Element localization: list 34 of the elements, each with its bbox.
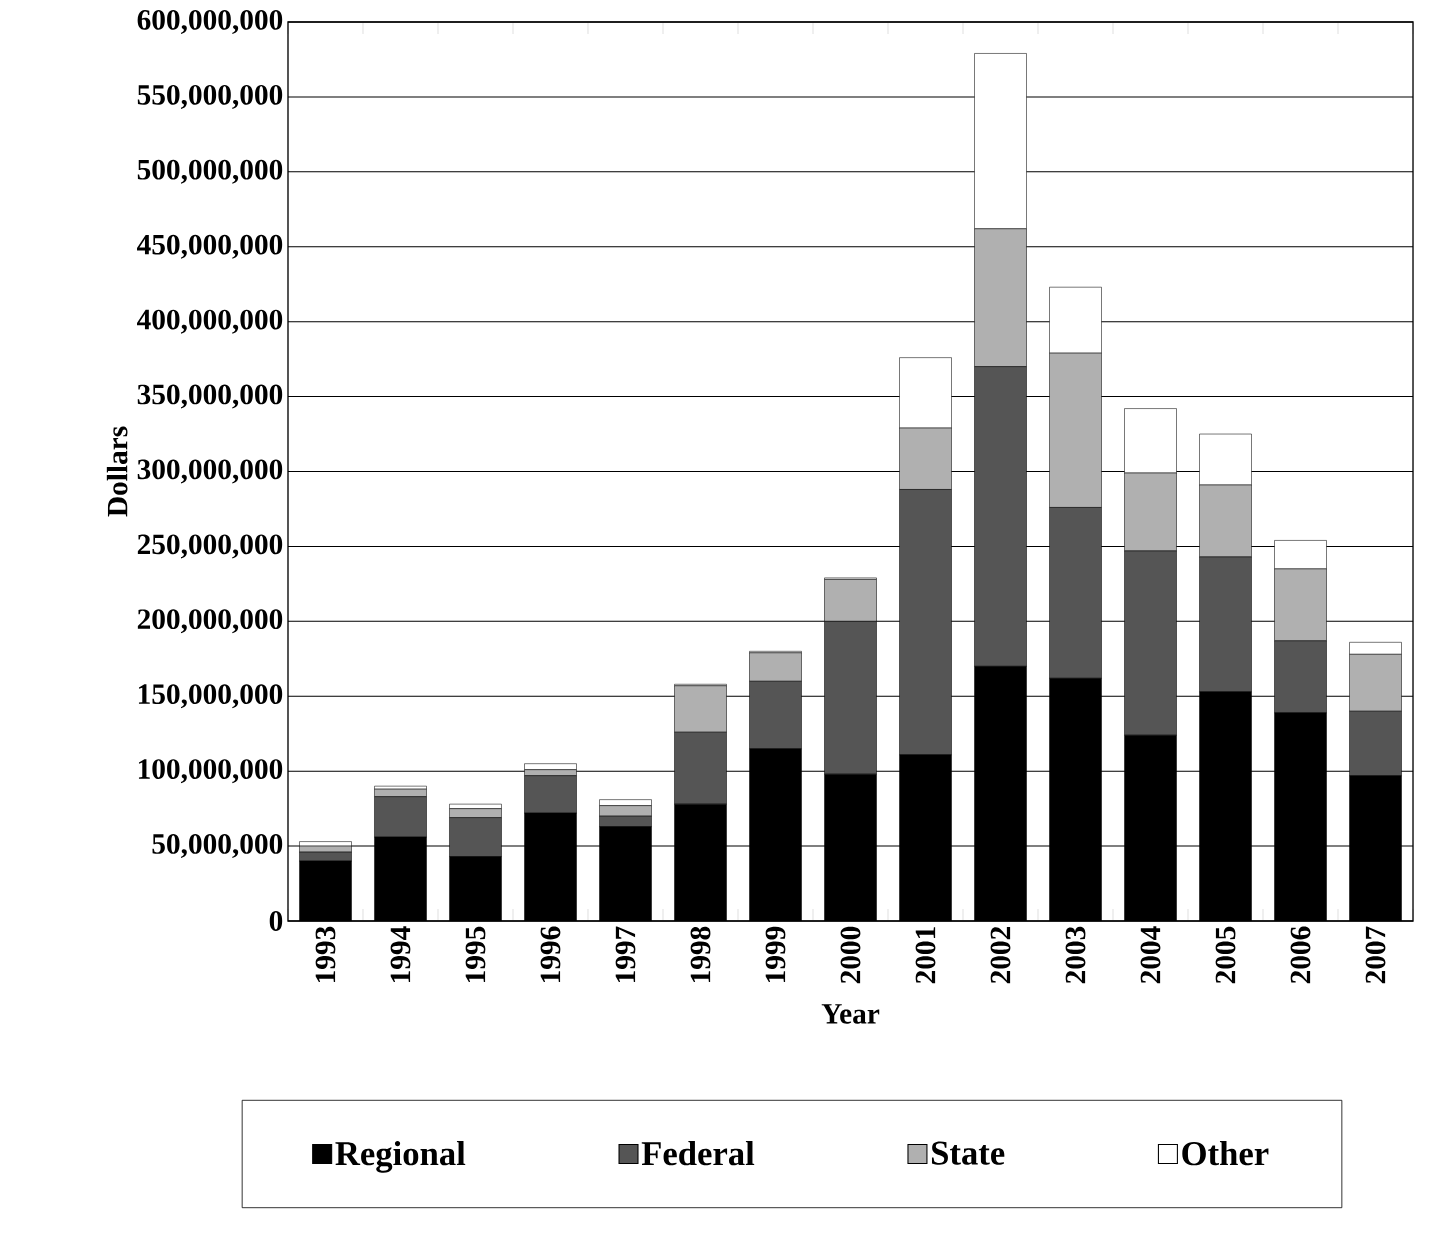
x-tick-label: 2006 (1290, 926, 1311, 984)
x-tick-label: 1995 (465, 926, 486, 983)
x-axis-title: Year (821, 1004, 880, 1024)
legend-label: Other (1182, 1140, 1269, 1166)
y-tick-label: 600,000,000 (137, 9, 283, 35)
x-tick-label: 2000 (840, 926, 861, 984)
y-tick-label: 200,000,000 (137, 609, 283, 634)
x-tick-label: 2002 (990, 926, 1011, 984)
y-tick-label: 400,000,000 (137, 309, 283, 334)
legend-label: State (931, 1141, 1005, 1165)
x-tick-label: 2005 (1215, 926, 1236, 984)
y-tick-label: 300,000,000 (137, 459, 283, 484)
x-tick-label: 1998 (690, 926, 711, 983)
y-tick-label: 500,000,000 (137, 159, 283, 184)
y-tick-label: 350,000,000 (137, 384, 283, 409)
y-axis-title: Dollars (106, 426, 128, 517)
y-tick-label: 250,000,000 (137, 534, 283, 559)
x-tick-label: 1996 (540, 926, 561, 983)
x-tick-label: 1999 (765, 926, 786, 983)
x-tick-label: 1997 (615, 926, 636, 983)
x-tick-label: 1993 (315, 926, 336, 983)
legend-label: Federal (641, 1140, 755, 1166)
y-tick-label: 0 (269, 911, 283, 931)
x-tick-label: 2001 (915, 927, 936, 984)
y-tick-label: 550,000,000 (137, 84, 283, 109)
y-tick-label: 100,000,000 (138, 759, 283, 784)
legend-label: Regional (335, 1140, 466, 1173)
y-tick-label: 150,000,000 (138, 684, 283, 709)
y-tick-label: 450,000,000 (137, 234, 283, 259)
x-tick-label: 2004 (1140, 926, 1161, 984)
y-tick-label: 50,000,000 (152, 834, 283, 859)
x-tick-label: 1994 (390, 926, 411, 983)
x-tick-label: 2007 (1365, 926, 1386, 984)
x-tick-label: 2003 (1065, 926, 1086, 984)
